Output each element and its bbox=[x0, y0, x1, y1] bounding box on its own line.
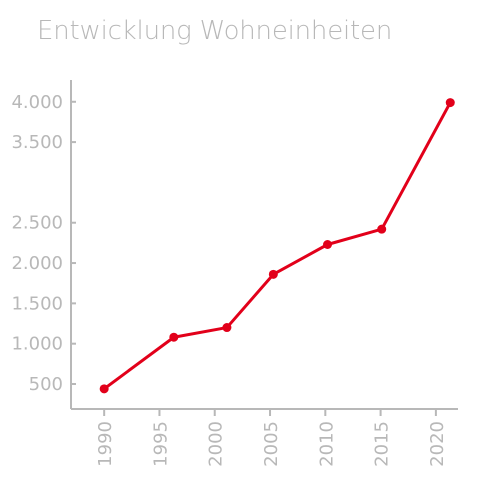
data-point bbox=[222, 323, 232, 333]
x-tick-label: 2005 bbox=[261, 421, 282, 467]
x-tick-label: 2020 bbox=[427, 421, 448, 467]
series bbox=[99, 98, 455, 394]
data-point bbox=[169, 332, 179, 342]
x-tick-label: 2010 bbox=[316, 421, 337, 467]
data-point bbox=[99, 384, 109, 394]
x-tick-label: 2015 bbox=[372, 421, 393, 467]
x-tick-label: 1995 bbox=[150, 421, 171, 467]
y-axis-ticks: 500 1.000 1.500 2.000 2.500 3.500 4.000 bbox=[11, 92, 76, 395]
y-tick-label: 4.000 bbox=[11, 92, 63, 113]
x-tick-label: 2000 bbox=[206, 421, 227, 467]
chart-title: Entwicklung Wohneinheiten bbox=[37, 16, 393, 46]
y-tick-label: 3.500 bbox=[11, 132, 63, 153]
y-tick-label: 2.000 bbox=[11, 253, 63, 274]
y-tick-label: 500 bbox=[29, 374, 63, 395]
data-point bbox=[445, 98, 455, 108]
x-axis-ticks: 1990 1995 2000 2005 2010 2015 2020 bbox=[95, 409, 448, 467]
axes bbox=[70, 80, 458, 410]
data-point bbox=[377, 224, 387, 234]
series-line bbox=[102, 101, 452, 391]
data-point bbox=[323, 240, 333, 249]
y-tick-label: 1.000 bbox=[11, 334, 63, 355]
x-tick-label: 1990 bbox=[95, 421, 116, 467]
y-tick-label: 1.500 bbox=[11, 293, 63, 314]
y-tick-label: 2.500 bbox=[11, 213, 63, 234]
data-point bbox=[268, 269, 278, 279]
